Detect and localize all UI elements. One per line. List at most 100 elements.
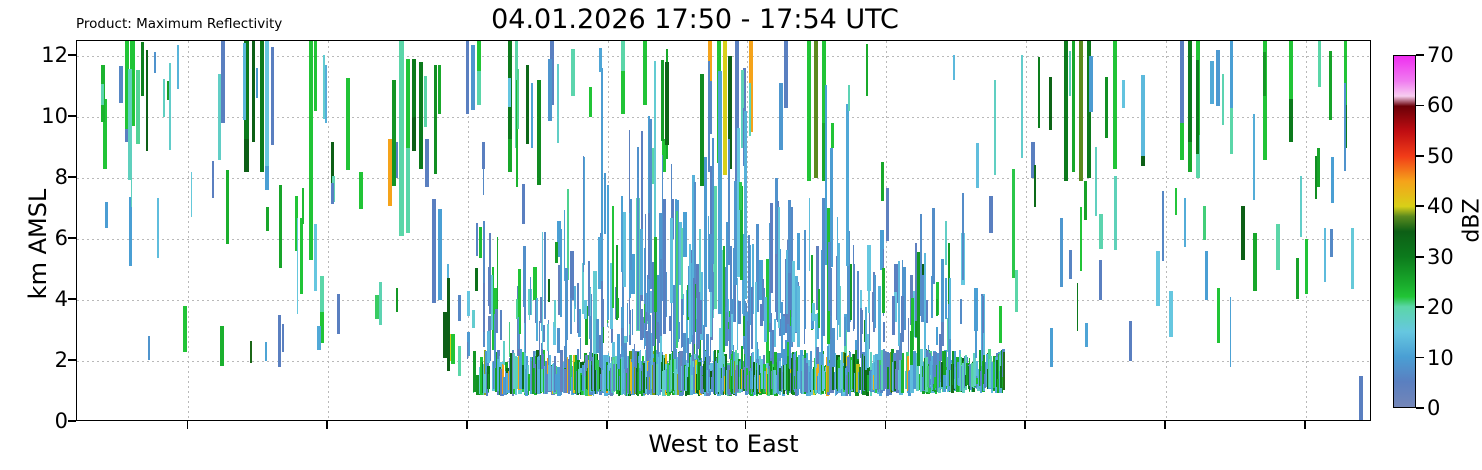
reflectivity-cell xyxy=(610,360,613,390)
reflectivity-cell xyxy=(849,352,852,396)
reflectivity-cell xyxy=(1289,41,1293,99)
reflectivity-cell xyxy=(901,353,904,393)
reflectivity-cell xyxy=(494,349,497,369)
reflectivity-cell xyxy=(387,175,393,206)
reflectivity-cell xyxy=(1229,108,1234,154)
x-axis-tick-mark xyxy=(326,421,329,429)
reflectivity-cell xyxy=(1184,198,1186,247)
reflectivity-cell xyxy=(220,325,224,366)
reflectivity-cell xyxy=(916,252,920,366)
reflectivity-cell xyxy=(808,198,811,272)
reflectivity-cell xyxy=(1263,117,1268,160)
reflectivity-cell xyxy=(787,199,791,273)
reflectivity-cell xyxy=(516,80,519,188)
reflectivity-cell xyxy=(162,79,165,118)
reflectivity-cell xyxy=(683,211,687,258)
reflectivity-cell xyxy=(901,296,905,343)
reflectivity-cell xyxy=(1155,251,1160,307)
reflectivity-cell xyxy=(984,361,987,386)
gridline-horizontal xyxy=(77,178,1370,180)
reflectivity-cell xyxy=(783,348,786,365)
reflectivity-cell xyxy=(337,293,341,334)
reflectivity-cell xyxy=(528,289,532,316)
reflectivity-cell xyxy=(949,278,952,340)
reflectivity-cell xyxy=(308,41,314,145)
reflectivity-cell xyxy=(101,84,104,105)
reflectivity-cell xyxy=(661,154,664,302)
reflectivity-cell xyxy=(119,65,124,104)
reflectivity-cell xyxy=(691,339,695,362)
reflectivity-cell xyxy=(783,359,786,395)
reflectivity-cell xyxy=(703,357,708,393)
reflectivity-cell xyxy=(931,208,935,284)
reflectivity-cell xyxy=(994,356,998,393)
reflectivity-cell xyxy=(965,363,969,385)
reflectivity-cell xyxy=(541,353,544,370)
reflectivity-cell xyxy=(749,41,754,87)
reflectivity-cell xyxy=(816,357,820,390)
reflectivity-cell xyxy=(993,79,996,176)
y-axis-tick-label: 6 xyxy=(54,226,68,251)
gridline-vertical xyxy=(1026,41,1028,420)
reflectivity-cell xyxy=(725,222,728,312)
reflectivity-cell xyxy=(714,185,717,310)
reflectivity-cell xyxy=(991,362,994,390)
reflectivity-cell xyxy=(565,351,568,394)
reflectivity-cell xyxy=(629,212,632,298)
reflectivity-cell xyxy=(656,274,659,323)
reflectivity-cell xyxy=(628,350,631,396)
reflectivity-cell xyxy=(1180,123,1185,160)
reflectivity-cell xyxy=(818,373,820,394)
reflectivity-cell xyxy=(907,356,909,391)
reflectivity-cell xyxy=(1059,217,1064,287)
reflectivity-cell xyxy=(780,301,783,359)
reflectivity-cell xyxy=(836,216,839,340)
reflectivity-cell xyxy=(752,362,755,393)
reflectivity-cell xyxy=(467,291,470,317)
reflectivity-cell xyxy=(883,349,885,391)
reflectivity-cell xyxy=(128,68,132,181)
reflectivity-cell xyxy=(600,314,603,370)
reflectivity-cell xyxy=(1079,41,1084,148)
reflectivity-cell xyxy=(1168,290,1173,337)
reflectivity-cell xyxy=(622,216,625,350)
reflectivity-cell xyxy=(775,177,779,311)
x-axis-tick-mark xyxy=(466,421,468,429)
reflectivity-cell xyxy=(784,41,788,66)
reflectivity-cell xyxy=(734,41,739,142)
gridline-vertical xyxy=(1166,41,1168,420)
reflectivity-cell xyxy=(807,41,812,130)
reflectivity-cell xyxy=(687,376,689,395)
reflectivity-cell xyxy=(734,181,738,285)
reflectivity-cell xyxy=(830,148,833,268)
colorbar-tick-mark xyxy=(1416,356,1424,359)
reflectivity-cell xyxy=(878,285,881,360)
reflectivity-cell xyxy=(478,227,482,259)
reflectivity-cell xyxy=(829,363,831,392)
reflectivity-cell xyxy=(637,146,640,331)
reflectivity-cell xyxy=(624,343,627,370)
reflectivity-cell xyxy=(881,350,883,391)
reflectivity-cell xyxy=(587,261,590,317)
reflectivity-cell xyxy=(708,80,713,134)
gridline-vertical xyxy=(328,41,330,420)
reflectivity-cell xyxy=(266,206,270,231)
reflectivity-cell xyxy=(713,360,715,394)
colorbar-tick-label: 0 xyxy=(1427,396,1441,420)
reflectivity-cell xyxy=(974,298,977,358)
reflectivity-cell xyxy=(585,306,588,345)
reflectivity-cell xyxy=(947,243,951,341)
reflectivity-cell xyxy=(779,248,781,313)
reflectivity-cell xyxy=(777,201,779,322)
y-axis-tick-mark xyxy=(68,298,76,300)
reflectivity-cell xyxy=(140,42,145,97)
reflectivity-cell xyxy=(492,361,495,390)
reflectivity-cell xyxy=(935,327,939,345)
reflectivity-cell xyxy=(680,285,684,348)
reflectivity-cell xyxy=(1021,54,1024,158)
reflectivity-cell xyxy=(1098,214,1103,249)
reflectivity-cell xyxy=(754,282,758,360)
reflectivity-cell xyxy=(939,348,942,391)
reflectivity-cell xyxy=(563,209,566,281)
